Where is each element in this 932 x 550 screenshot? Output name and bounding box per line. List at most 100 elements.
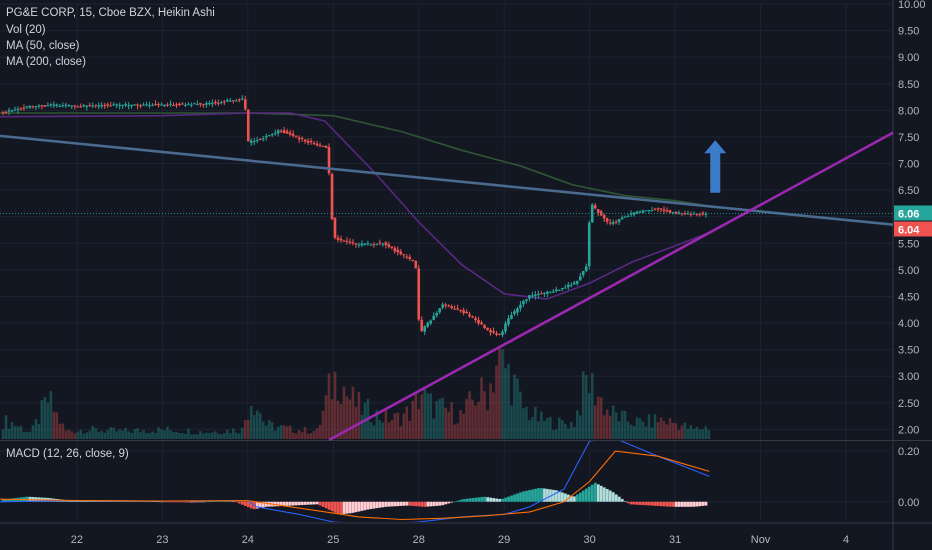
volume-bar — [683, 422, 687, 439]
macd-histogram-bar — [429, 501, 433, 507]
volume-bar — [13, 426, 17, 439]
candle-body — [220, 102, 223, 104]
candle-body — [519, 304, 522, 309]
macd-histogram-bar — [459, 499, 463, 502]
macd-histogram-bar — [372, 501, 376, 509]
macd-histogram-bar — [351, 501, 355, 513]
macd-histogram-bar — [414, 501, 418, 507]
macd-histogram-bar — [393, 501, 397, 507]
macd-histogram-bar — [411, 501, 415, 506]
macd-histogram-bar — [390, 501, 394, 507]
volume-bar — [37, 424, 41, 439]
volume-bar — [629, 424, 633, 439]
volume-bar — [211, 432, 214, 439]
candle-body — [561, 287, 564, 290]
candle-body — [614, 221, 618, 223]
macd-histogram-bar — [543, 488, 546, 502]
candle-body — [145, 104, 148, 106]
candle-body — [148, 105, 151, 107]
volume-bar — [450, 402, 453, 439]
candle-body — [462, 310, 465, 314]
volume-bar — [232, 428, 235, 439]
candle-body — [384, 242, 388, 246]
volume-bar — [438, 399, 441, 439]
candle-body — [423, 326, 427, 332]
price-tick-label: 6.50 — [898, 185, 919, 197]
macd-histogram-bar — [243, 501, 247, 506]
macd-histogram-bar — [701, 501, 705, 506]
candle-body — [94, 104, 98, 106]
macd-histogram-bar — [644, 501, 648, 506]
macd-histogram-bar — [112, 501, 116, 502]
volume-bar — [465, 399, 468, 439]
candle-body — [584, 266, 588, 271]
candle-body — [698, 214, 702, 216]
macd-histogram-bar — [336, 501, 340, 515]
volume-bar — [396, 412, 400, 439]
volume-legend: Vol (20) — [6, 24, 46, 36]
volume-bar — [25, 431, 29, 439]
volume-bar — [689, 425, 693, 439]
macd-histogram-bar — [447, 501, 451, 504]
volume-bar — [160, 429, 163, 439]
volume-bar — [148, 433, 151, 439]
volume-bar — [656, 422, 660, 439]
volume-bar — [100, 430, 104, 439]
candle-body — [381, 243, 385, 245]
candle-body — [671, 212, 675, 214]
candle-body — [205, 103, 208, 105]
volume-bar — [435, 401, 438, 439]
macd-histogram-bar — [683, 501, 687, 507]
macd-histogram-bar — [333, 501, 337, 513]
candle-body — [37, 105, 41, 107]
volume-bar — [564, 423, 567, 439]
candle-body — [689, 214, 693, 216]
volume-bar — [611, 405, 615, 439]
volume-bar — [537, 421, 540, 439]
candle-body — [611, 222, 615, 224]
macd-histogram-bar — [569, 495, 573, 502]
candle-body — [100, 105, 104, 107]
candle-body — [28, 106, 32, 108]
candles — [1, 95, 708, 338]
candle-body — [492, 331, 495, 333]
macd-histogram-bar — [79, 500, 83, 502]
candle-body — [555, 289, 558, 292]
candle-body — [546, 291, 549, 294]
last-price-badge — [894, 205, 932, 221]
candle-body — [486, 327, 489, 331]
macd-histogram-bar — [327, 501, 331, 510]
macd-histogram-bar — [617, 496, 621, 502]
macd-histogram-bar — [261, 501, 265, 508]
macd-histogram-bar — [100, 500, 104, 502]
candle-body — [151, 104, 154, 106]
candle-body — [336, 237, 340, 240]
macd-histogram-bar — [321, 501, 325, 507]
macd-histogram-bar — [516, 493, 519, 502]
macd-histogram-bar — [300, 501, 304, 506]
macd-histogram-bar — [417, 501, 421, 507]
volume-bar — [522, 408, 525, 439]
macd-histogram-bar — [659, 501, 663, 507]
candle-body — [441, 304, 444, 308]
macd-histogram-bar — [291, 501, 295, 506]
candle-body — [507, 318, 510, 325]
macd-histogram-bar — [297, 501, 301, 506]
macd-histogram-bar — [531, 489, 534, 502]
macd-histogram-bar — [593, 482, 597, 502]
macd-histogram-bar — [453, 501, 457, 503]
candle-body — [16, 109, 20, 111]
volume-bar — [447, 411, 450, 439]
volume-bar — [76, 431, 80, 439]
candle-body — [516, 308, 519, 313]
volume-bar — [261, 421, 265, 439]
volume-bar — [692, 429, 696, 439]
macd-histogram-bar — [504, 497, 507, 502]
candle-body — [552, 291, 555, 293]
macd-histogram-bar — [492, 498, 496, 502]
candle-body — [330, 173, 334, 220]
volume-bar — [677, 429, 681, 439]
macd-histogram-bar — [689, 501, 693, 507]
breakout-arrow-head — [704, 140, 727, 154]
